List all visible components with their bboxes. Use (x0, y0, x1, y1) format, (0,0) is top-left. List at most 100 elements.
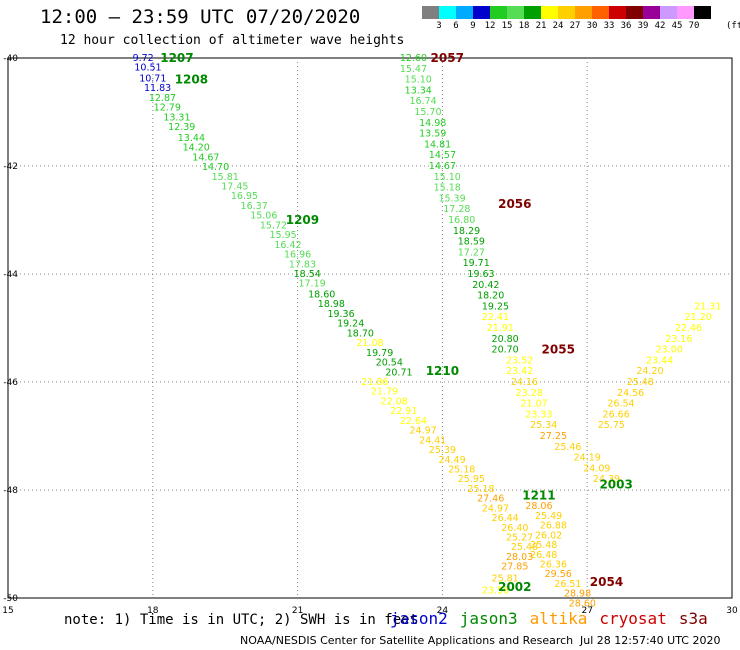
data-point: 19.79 (366, 348, 393, 359)
data-point: 28.03 (506, 552, 533, 563)
track-label: 1211 (522, 488, 555, 502)
data-point: 27.46 (477, 494, 504, 505)
data-point: 23.56 (482, 585, 509, 596)
data-point: 13.44 (178, 133, 205, 144)
x-tick-label: 27 (581, 606, 592, 616)
data-point: 15.81 (212, 172, 239, 183)
data-point: 18.54 (294, 269, 321, 280)
data-point: 22.08 (381, 396, 408, 407)
data-point: 15.18 (434, 183, 461, 194)
x-tick-label: 18 (147, 606, 159, 616)
colorbar-cell (490, 6, 507, 19)
data-point: 25.75 (598, 420, 625, 431)
data-point: 14.70 (202, 162, 229, 173)
data-point: 14.98 (419, 118, 446, 129)
data-point: 17.45 (221, 182, 248, 193)
colorbar-label: 3 (436, 21, 442, 31)
data-point: 14.67 (429, 161, 456, 172)
colorbar-label: 15 (501, 21, 513, 31)
data-point: 15.10 (405, 75, 432, 86)
track-label: 1207 (160, 51, 193, 65)
data-point: 25.34 (530, 420, 557, 431)
y-tick-label: -46 (3, 378, 18, 388)
data-point: 27.25 (540, 431, 567, 442)
data-point: 18.20 (477, 291, 504, 302)
data-point: 14.57 (429, 150, 456, 161)
data-point: 23.52 (506, 355, 533, 366)
colorbar-cell (626, 6, 643, 19)
data-point: 10.71 (139, 74, 166, 85)
data-point: 23.16 (665, 334, 692, 345)
colorbar-cell (677, 6, 694, 19)
colorbar-labels: 3 6 9 12 15 18 21 24 27 30 33 36 39 42 45 70 (422, 21, 740, 33)
data-point: 13.34 (405, 85, 432, 96)
data-point: 24.49 (438, 455, 465, 466)
data-point: 25.81 (492, 574, 519, 585)
satellite-legend-item: cryosat (599, 609, 667, 628)
data-point: 22.46 (675, 323, 702, 334)
data-point: 19.63 (467, 269, 494, 280)
data-point: 20.42 (472, 280, 499, 291)
colorbar-cell (541, 6, 558, 19)
data-point: 22.41 (482, 312, 509, 323)
satellite-legend-item: s3a (678, 609, 708, 628)
data-point: 23.33 (525, 409, 552, 420)
data-point: 26.44 (492, 513, 519, 524)
data-point: 16.42 (274, 240, 301, 251)
satellite-legend: jason2 jason3 altika cryosat s3a (390, 609, 720, 628)
data-point: 28.06 (525, 501, 552, 512)
colorbar-label: 27 (569, 21, 581, 31)
data-point: 13.59 (419, 129, 446, 140)
colorbar-cell (439, 6, 456, 19)
data-point: 15.10 (434, 172, 461, 183)
colorbar-cell (694, 6, 711, 19)
track-label: 1208 (175, 73, 208, 87)
colorbar-cell (592, 6, 609, 19)
data-point: 24.56 (617, 388, 644, 399)
data-point: 11.83 (144, 83, 171, 94)
data-point: 18.59 (458, 237, 485, 248)
y-tick-label: -42 (3, 162, 18, 172)
data-point: 24.19 (574, 453, 601, 464)
chart-subtitle: 12 hour collection of altimeter wave hei… (60, 33, 405, 48)
colorbar-cell (456, 6, 473, 19)
satellite-legend-item: jason2 (390, 609, 448, 628)
data-point: 19.71 (463, 258, 490, 269)
satellite-legend-item: jason3 (459, 609, 518, 628)
data-point: 25.18 (448, 464, 475, 475)
colorbar-cell (473, 6, 490, 19)
colorbar-label: 9 (470, 21, 476, 31)
track-label: 2054 (590, 575, 623, 589)
data-point: 16.74 (409, 96, 436, 107)
y-tick-label: -44 (3, 270, 18, 280)
colorbar-cell (558, 6, 575, 19)
data-point: 16.96 (284, 250, 311, 261)
data-point: 15.72 (260, 220, 287, 231)
data-point: 21.07 (521, 399, 548, 410)
colorbar-cell (422, 6, 439, 19)
colorbar-label: 33 (603, 21, 615, 31)
footer-timestamp: Jul 28 12:57:40 UTC 2020 (580, 634, 721, 647)
colorbar-cell (524, 6, 541, 19)
data-point: 24.09 (583, 463, 610, 474)
colorbar-cell (609, 6, 626, 19)
colorbar-cell (643, 6, 660, 19)
data-point: 17.19 (298, 279, 325, 290)
data-point: 28.60 (569, 598, 596, 609)
data-point: 15.70 (414, 107, 441, 118)
data-point: 24.41 (419, 435, 446, 446)
data-point: 29.56 (545, 569, 572, 580)
data-point: 20.80 (492, 334, 519, 345)
data-point: 24.16 (511, 377, 538, 388)
data-point: 26.66 (603, 409, 630, 420)
data-point: 18.29 (453, 226, 480, 237)
colorbar-label: 36 (620, 21, 632, 31)
track-label: 2057 (431, 51, 464, 65)
colorbar-label: 18 (518, 21, 530, 31)
data-point: 14.67 (192, 152, 219, 163)
data-point: 26.51 (554, 579, 581, 590)
data-point: 25.48 (511, 542, 538, 553)
x-tick-label: 21 (292, 606, 303, 616)
data-point: 21.79 (371, 387, 398, 398)
